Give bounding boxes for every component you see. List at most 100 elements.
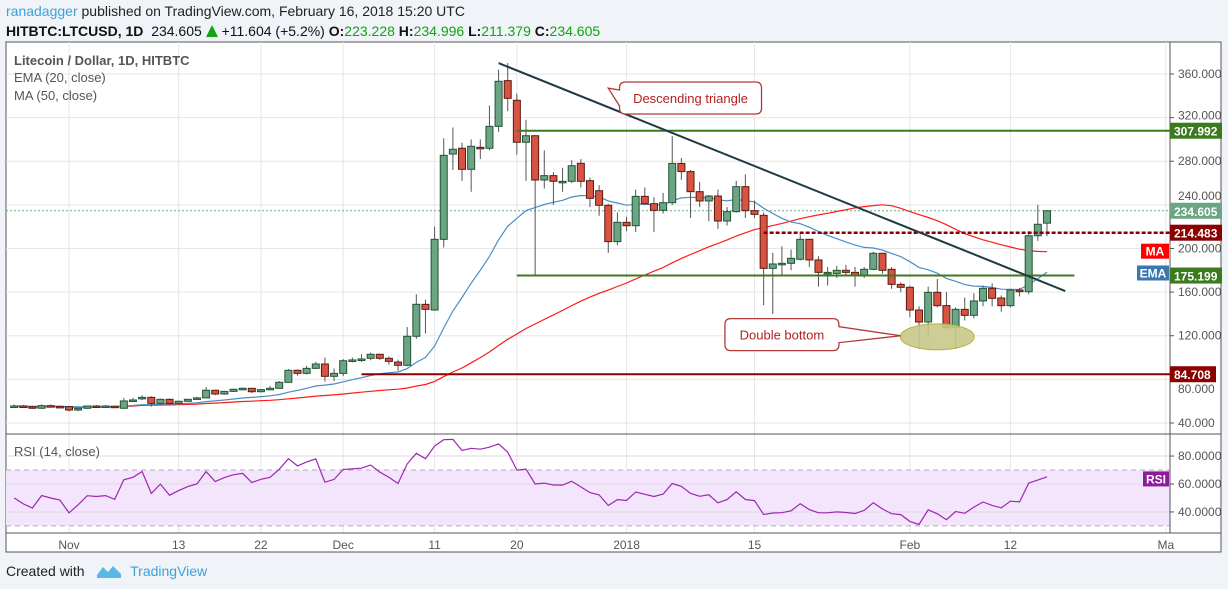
candle	[311, 361, 320, 370]
candle	[192, 396, 201, 401]
candle-body	[101, 405, 110, 408]
candle-body	[915, 309, 924, 323]
time-tick-label: 11	[428, 538, 441, 552]
candle-body	[558, 180, 567, 184]
price-badge-bg	[1170, 122, 1222, 139]
candle	[841, 264, 850, 276]
tradingview-logo-icon	[97, 566, 122, 578]
candle	[339, 359, 348, 377]
candle-body	[339, 360, 348, 374]
candle	[549, 172, 558, 205]
candle	[960, 297, 969, 321]
candle-body	[796, 238, 805, 260]
time-tick-label: 22	[254, 538, 268, 552]
candle	[147, 396, 156, 407]
candle-body	[723, 211, 732, 222]
candle-body	[805, 238, 814, 261]
candle-body	[384, 357, 393, 362]
author-link[interactable]: ranadagger	[6, 3, 78, 19]
candle-body	[997, 297, 1006, 307]
candle-body	[256, 389, 265, 393]
candle	[211, 389, 220, 396]
ema-badge: EMA	[1137, 265, 1169, 281]
candle	[1015, 287, 1024, 297]
candle	[439, 138, 448, 248]
candle-body	[677, 162, 686, 173]
candle-body	[430, 238, 439, 311]
symbol-quote: HITBTC:LTCUSD, 1D 234.605 +11.604 (+5.2%…	[6, 23, 600, 39]
candle	[713, 189, 722, 229]
candle	[595, 185, 604, 216]
candle-body	[814, 259, 823, 273]
callout-text: Double bottom	[740, 328, 825, 343]
candle	[905, 285, 914, 318]
candle-body	[1033, 223, 1042, 237]
candle-body	[503, 80, 512, 99]
candle	[421, 299, 430, 334]
footer: Created with TradingView	[6, 563, 207, 579]
legend-title: Litecoin / Dollar, 1D, HITBTC	[14, 53, 190, 68]
candle	[677, 157, 686, 180]
candle-body	[988, 287, 997, 299]
candle-body	[311, 363, 320, 369]
price-badge: 214.483	[1170, 224, 1222, 241]
legend-rsi[interactable]: RSI (14, close)	[14, 444, 100, 459]
open-value: 223.228	[344, 23, 395, 39]
candle-body	[512, 99, 521, 143]
candle	[585, 177, 594, 208]
legend-ema[interactable]: EMA (20, close)	[14, 70, 106, 85]
time-tick-label: 15	[748, 538, 762, 552]
candle	[275, 381, 284, 389]
candle-body	[458, 147, 467, 170]
candle-body	[531, 135, 540, 181]
price-tick-label: 200.000	[1178, 241, 1222, 255]
time-tick-label: 2018	[613, 538, 640, 552]
candle	[503, 63, 512, 112]
price-tick-label: 240.000	[1178, 189, 1222, 203]
price-change: +11.604 (+5.2%)	[221, 23, 325, 39]
candle	[320, 357, 329, 382]
candle	[202, 387, 211, 399]
candle-body	[156, 398, 165, 404]
up-arrow-icon	[205, 25, 218, 37]
low-label: L:	[468, 23, 482, 39]
price-tick-label: 280.000	[1178, 154, 1222, 168]
candle	[128, 397, 137, 402]
rsi-tick-label: 80.0000	[1178, 449, 1222, 463]
candle	[247, 387, 256, 394]
high-label: H:	[398, 23, 414, 39]
ema-20-line	[14, 194, 1048, 408]
candle-body	[302, 367, 311, 374]
candle	[412, 294, 421, 340]
candle-body	[65, 406, 73, 411]
candle	[83, 405, 92, 409]
time-tick-label: 20	[510, 538, 524, 552]
candle	[997, 295, 1006, 312]
candle-body	[174, 400, 183, 404]
tradingview-link[interactable]: TradingView	[130, 563, 208, 579]
candle	[403, 327, 412, 367]
price-badge-bg	[1170, 202, 1222, 219]
candle	[476, 139, 485, 160]
candle	[750, 200, 759, 218]
price-badge-label: 214.483	[1174, 227, 1218, 241]
price-tick-label: 80.000	[1178, 382, 1215, 396]
candle-body	[266, 387, 275, 391]
candle-body	[549, 175, 558, 182]
ema-badge-bg	[1137, 265, 1169, 281]
legend-ma[interactable]: MA (50, close)	[14, 88, 98, 103]
candle	[613, 212, 622, 246]
candle-body	[357, 358, 366, 361]
candle-body	[138, 396, 147, 400]
ema-badge-label: EMA	[1140, 266, 1167, 280]
candle-body	[960, 308, 969, 316]
candle-body	[37, 405, 46, 409]
candle-body	[905, 286, 914, 311]
candle	[101, 405, 110, 408]
candle-body	[394, 361, 403, 366]
candle-body	[320, 363, 329, 377]
candle	[138, 395, 147, 401]
candle-body	[46, 405, 55, 408]
candle	[887, 267, 896, 289]
